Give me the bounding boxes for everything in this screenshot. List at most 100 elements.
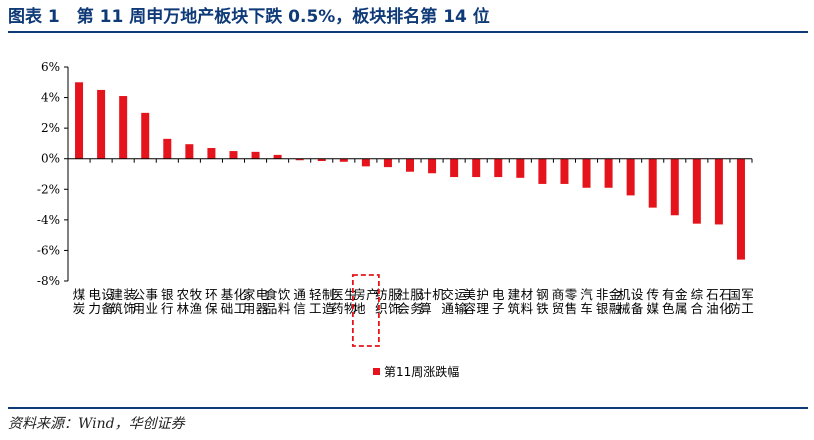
x-tick-label: 基础化工 xyxy=(221,287,247,316)
svg-text:煤炭: 煤炭 xyxy=(73,287,86,316)
x-tick-label: 公用事业 xyxy=(132,287,158,316)
highlight-frame xyxy=(351,274,380,347)
svg-text:美容护理: 美容护理 xyxy=(463,287,489,316)
svg-text:电子: 电子 xyxy=(492,287,505,316)
bar-农林牧渔 xyxy=(185,144,194,159)
svg-text:房地产: 房地产 xyxy=(353,287,379,316)
bar-国防军工 xyxy=(736,158,745,260)
bar-传媒 xyxy=(648,158,657,208)
svg-text:有色金属: 有色金属 xyxy=(662,287,688,316)
y-tick-label: -8% xyxy=(37,274,60,288)
x-tick-label: 轻工制造 xyxy=(309,287,335,316)
x-tick-label: 非银金融 xyxy=(596,287,622,316)
x-tick-label: 综合 xyxy=(691,287,704,316)
bar-环保 xyxy=(207,148,216,159)
svg-text:通信: 通信 xyxy=(293,287,306,316)
legend-swatch xyxy=(373,368,380,375)
bar-家用电器 xyxy=(251,151,260,159)
bar-通信 xyxy=(295,158,304,161)
x-tick-label: 国防军工 xyxy=(728,287,754,316)
x-tick-label: 钢铁 xyxy=(536,287,549,316)
svg-text:计算机: 计算机 xyxy=(419,287,445,316)
x-tick-label: 商贸零售 xyxy=(552,287,578,316)
category-labels: 煤炭电力设备建筑装饰公用事业银行农林牧渔环保基础化工家用电器食品饮料通信轻工制造… xyxy=(73,287,754,316)
svg-text:家用电器: 家用电器 xyxy=(243,287,269,316)
bar-非银金融 xyxy=(604,158,613,188)
bar-轻工制造 xyxy=(317,158,326,162)
legend-label: 第11周涨跌幅 xyxy=(384,364,459,379)
x-tick-label: 农林牧渔 xyxy=(177,287,203,316)
bar-建筑材料 xyxy=(516,158,525,178)
bar-汽车 xyxy=(582,158,591,188)
svg-text:环保: 环保 xyxy=(205,287,218,316)
x-tick-label: 房地产 xyxy=(353,287,379,316)
y-tick-label: -6% xyxy=(37,243,60,257)
bar-石油石化 xyxy=(714,158,723,225)
x-tick-label: 美容护理 xyxy=(463,287,489,316)
svg-text:轻工制造: 轻工制造 xyxy=(309,287,335,316)
y-tick-label: 2% xyxy=(41,121,60,135)
source-note: 资料来源：Wind，华创证券 xyxy=(8,416,185,432)
bar-电力设备 xyxy=(97,89,106,159)
svg-text:机械设备: 机械设备 xyxy=(618,287,644,316)
svg-text:非银金融: 非银金融 xyxy=(596,287,622,316)
y-tick-label: -4% xyxy=(37,213,60,227)
x-tick-label: 煤炭 xyxy=(73,287,86,316)
bar-房地产 xyxy=(361,158,370,167)
x-tick-label: 家用电器 xyxy=(243,287,269,316)
x-tick-label: 机械设备 xyxy=(618,287,644,316)
svg-text:建筑装饰: 建筑装饰 xyxy=(110,287,136,316)
x-tick-label: 电子 xyxy=(492,287,505,316)
x-tick-label: 计算机 xyxy=(419,287,445,316)
x-tick-label: 汽车 xyxy=(580,287,593,316)
bar-银行 xyxy=(163,138,172,159)
x-tick-label: 有色金属 xyxy=(662,287,688,316)
svg-text:汽车: 汽车 xyxy=(580,287,593,316)
highlight-box xyxy=(351,274,380,347)
y-axis: -8% -6% -4% -2% 0% 2% 4% 6% xyxy=(37,60,69,288)
title-divider xyxy=(8,31,808,33)
svg-text:银行: 银行 xyxy=(161,287,174,316)
bar-煤炭 xyxy=(75,82,84,159)
svg-text:石油石化: 石油石化 xyxy=(706,287,732,316)
footer-divider xyxy=(8,407,808,409)
x-tick-label: 电力设备 xyxy=(88,287,114,316)
bar-基础化工 xyxy=(229,151,238,159)
svg-text:公用事业: 公用事业 xyxy=(132,287,158,316)
bar-商贸零售 xyxy=(560,158,569,184)
bar-计算机 xyxy=(428,158,437,174)
figure-title: 图表 1 第 11 周申万地产板块下跌 0.5%，板块排名第 14 位 xyxy=(8,7,490,27)
y-tick-label: 6% xyxy=(41,60,60,74)
y-tick-label: 0% xyxy=(41,152,60,166)
y-tick-label: 4% xyxy=(41,91,60,105)
svg-text:综合: 综合 xyxy=(691,287,704,316)
bar-建筑装饰 xyxy=(119,96,128,159)
svg-text:食品饮料: 食品饮料 xyxy=(265,287,291,316)
svg-text:传媒: 传媒 xyxy=(646,287,659,316)
bar-有色金属 xyxy=(670,158,679,216)
svg-text:基础化工: 基础化工 xyxy=(221,287,247,316)
bar-公用事业 xyxy=(141,112,150,159)
x-tick-label: 通信 xyxy=(293,287,306,316)
legend: 第11周涨跌幅 xyxy=(373,364,459,379)
x-tick-label: 传媒 xyxy=(646,287,659,316)
svg-text:交通运输: 交通运输 xyxy=(441,287,467,316)
bar-食品饮料 xyxy=(273,154,282,159)
bar-医药生物 xyxy=(339,158,348,162)
x-tick-label: 银行 xyxy=(161,287,174,316)
x-tick-label: 交通运输 xyxy=(441,287,467,316)
x-tick-label: 石油石化 xyxy=(706,287,732,316)
svg-text:国防军工: 国防军工 xyxy=(728,287,754,316)
bar-纺织服饰 xyxy=(383,158,392,168)
bar-美容护理 xyxy=(472,158,481,178)
x-tick-label: 环保 xyxy=(205,287,218,316)
bar-chart: -8% -6% -4% -2% 0% 2% 4% 6% 煤炭电力设备建筑装饰公用事业银行农林牧… xyxy=(37,60,754,379)
bars xyxy=(75,82,745,260)
bar-社会服务 xyxy=(406,158,414,172)
bar-电子 xyxy=(494,158,503,178)
x-axis xyxy=(67,158,753,163)
bar-综合 xyxy=(692,158,701,224)
y-tick-label: -2% xyxy=(37,182,60,196)
bar-钢铁 xyxy=(538,158,547,184)
svg-text:农林牧渔: 农林牧渔 xyxy=(177,287,203,316)
